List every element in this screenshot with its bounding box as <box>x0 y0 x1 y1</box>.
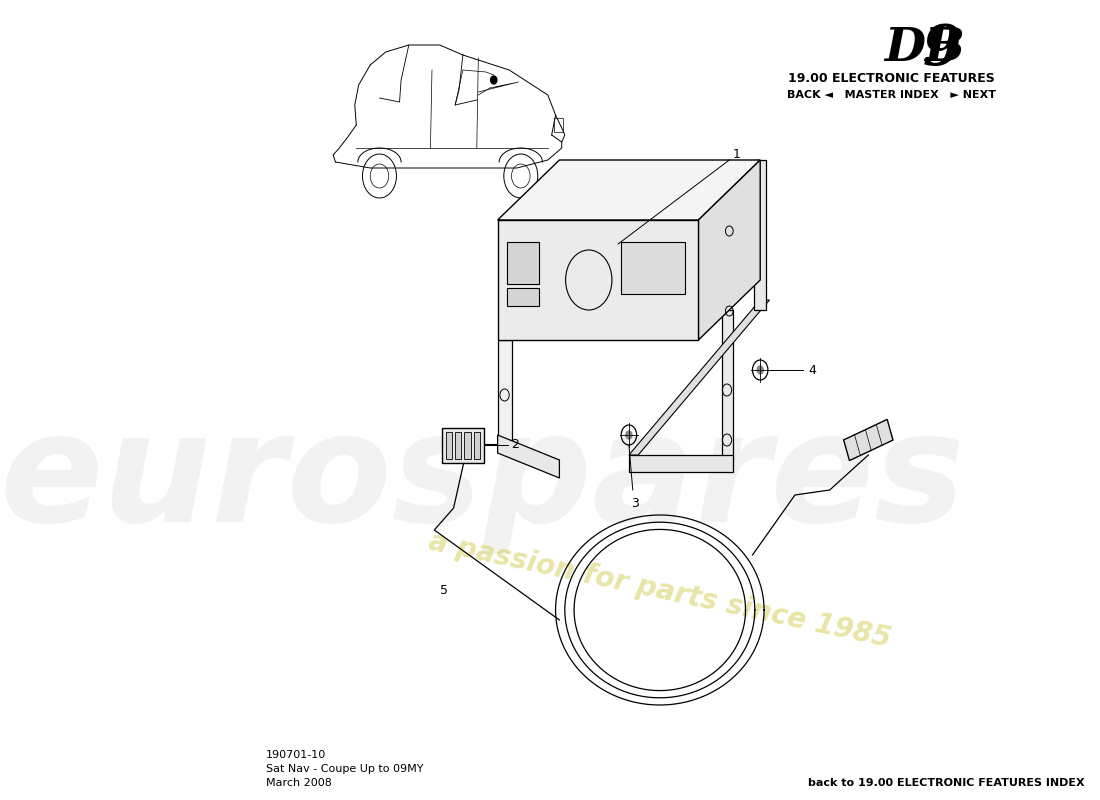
Circle shape <box>626 431 632 439</box>
Polygon shape <box>497 340 512 440</box>
Text: 5: 5 <box>440 583 448 597</box>
Circle shape <box>757 366 763 374</box>
Text: a passion for parts since 1985: a passion for parts since 1985 <box>426 527 893 653</box>
Text: Sat Nav - Coupe Up to 09MY: Sat Nav - Coupe Up to 09MY <box>266 764 424 774</box>
Bar <box>464 432 471 459</box>
Bar <box>474 432 480 459</box>
Polygon shape <box>754 160 767 310</box>
Text: 9: 9 <box>923 22 961 77</box>
Bar <box>446 432 452 459</box>
Bar <box>621 242 684 294</box>
Bar <box>554 118 563 132</box>
Circle shape <box>491 76 497 84</box>
Bar <box>455 432 461 459</box>
Bar <box>497 220 698 340</box>
Text: eurospares: eurospares <box>0 406 965 554</box>
Text: 1: 1 <box>734 149 741 162</box>
Polygon shape <box>629 455 734 472</box>
Polygon shape <box>497 435 560 478</box>
Text: 190701-10: 190701-10 <box>266 750 327 760</box>
Polygon shape <box>698 160 760 340</box>
Text: 4: 4 <box>808 363 816 377</box>
Polygon shape <box>722 310 734 460</box>
Bar <box>442 428 484 463</box>
Polygon shape <box>844 419 893 461</box>
Bar <box>507 242 539 284</box>
Bar <box>507 288 539 306</box>
Text: back to 19.00 ELECTRONIC FEATURES INDEX: back to 19.00 ELECTRONIC FEATURES INDEX <box>807 778 1085 788</box>
Text: 19.00 ELECTRONIC FEATURES: 19.00 ELECTRONIC FEATURES <box>788 72 994 85</box>
Text: DB: DB <box>883 25 965 71</box>
Text: March 2008: March 2008 <box>266 778 332 788</box>
Text: 2: 2 <box>512 438 519 451</box>
Polygon shape <box>497 160 760 220</box>
Text: BACK ◄   MASTER INDEX   ► NEXT: BACK ◄ MASTER INDEX ► NEXT <box>786 90 996 100</box>
Polygon shape <box>629 300 770 455</box>
Text: 3: 3 <box>631 497 639 510</box>
